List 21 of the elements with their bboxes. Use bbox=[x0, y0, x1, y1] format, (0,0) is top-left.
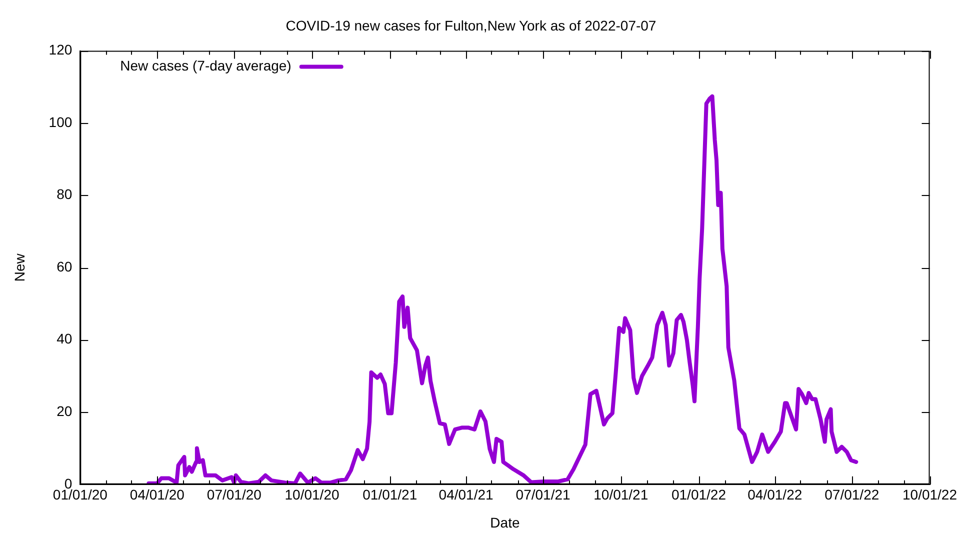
y-tick-label: 80 bbox=[56, 186, 72, 202]
x-tick-label: 04/01/22 bbox=[748, 486, 802, 503]
x-tick-label: 01/01/21 bbox=[362, 486, 418, 503]
y-tick-label: 100 bbox=[48, 114, 72, 130]
x-tick-label: 10/01/22 bbox=[902, 486, 958, 503]
x-tick-label: 07/01/20 bbox=[206, 486, 262, 503]
x-tick-label: 07/01/22 bbox=[824, 486, 880, 503]
x-tick-label: 04/01/21 bbox=[438, 486, 494, 503]
y-tick-label: 40 bbox=[56, 330, 72, 347]
x-axis-title: Date bbox=[490, 514, 520, 530]
y-tick-label: 120 bbox=[48, 42, 72, 58]
x-tick-label: 01/01/22 bbox=[671, 486, 726, 503]
y-axis-title: New bbox=[11, 252, 28, 282]
x-tick-label: 04/01/20 bbox=[130, 486, 185, 503]
chart-title: COVID-19 new cases for Fulton,New York as of 2022-07-07 bbox=[286, 17, 656, 34]
legend-label: New cases (7-day average) bbox=[120, 58, 292, 74]
x-tick-label: 10/01/21 bbox=[594, 486, 648, 503]
x-tick-label: 07/01/21 bbox=[516, 486, 570, 503]
y-tick-label: 60 bbox=[56, 258, 72, 274]
y-tick-label: 20 bbox=[56, 402, 72, 419]
x-tick-label: 10/01/20 bbox=[284, 486, 340, 503]
